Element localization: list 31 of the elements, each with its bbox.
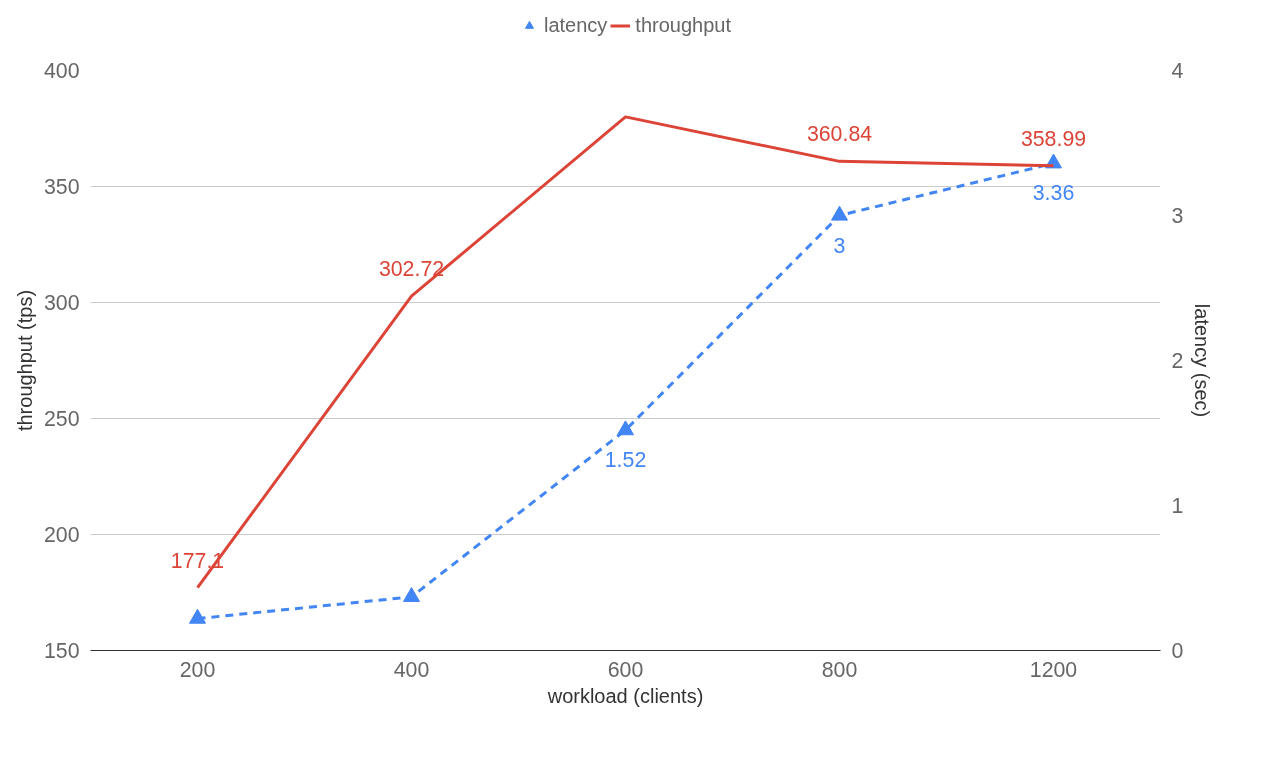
x-tick-label: 800: [821, 657, 858, 682]
point: [403, 587, 420, 602]
data-label: 302.72: [378, 257, 445, 282]
y2-tick-label: 1: [1171, 494, 1184, 518]
y2-tick-label: 2: [1171, 349, 1184, 373]
x-axis-title: workload (clients): [546, 684, 704, 707]
data-label: 3: [833, 233, 846, 258]
y2-axis-title: latency (sec): [1191, 303, 1214, 418]
x-tick-label: 600: [607, 657, 644, 682]
point: [617, 420, 634, 436]
x-tick-label: 200: [179, 657, 216, 682]
data-label: 360.84: [806, 122, 873, 147]
data-label: 3.36: [1032, 181, 1075, 206]
data-label: 358.99: [1020, 126, 1087, 151]
y-axis-title: throughput (tps): [13, 289, 36, 432]
y-tick-label: 200: [43, 523, 80, 547]
y-tick-label: 300: [43, 291, 80, 315]
y-tick-label: 150: [43, 639, 80, 663]
legend-label: latency: [543, 13, 608, 37]
y-tick-label: 350: [43, 175, 80, 199]
y2-tick-label: 3: [1171, 204, 1184, 228]
y-tick-label: 250: [43, 407, 80, 431]
x-tick-label: 1200: [1029, 657, 1078, 682]
point: [831, 205, 848, 221]
data-label: 1.52: [604, 448, 647, 473]
x-tick-label: 400: [393, 657, 430, 682]
legend-label: throughput: [635, 13, 732, 37]
y-tick-label: 400: [43, 59, 80, 83]
point: [189, 608, 206, 624]
y2-tick-label: 4: [1171, 59, 1184, 83]
y2-tick-label: 0: [1171, 639, 1184, 663]
